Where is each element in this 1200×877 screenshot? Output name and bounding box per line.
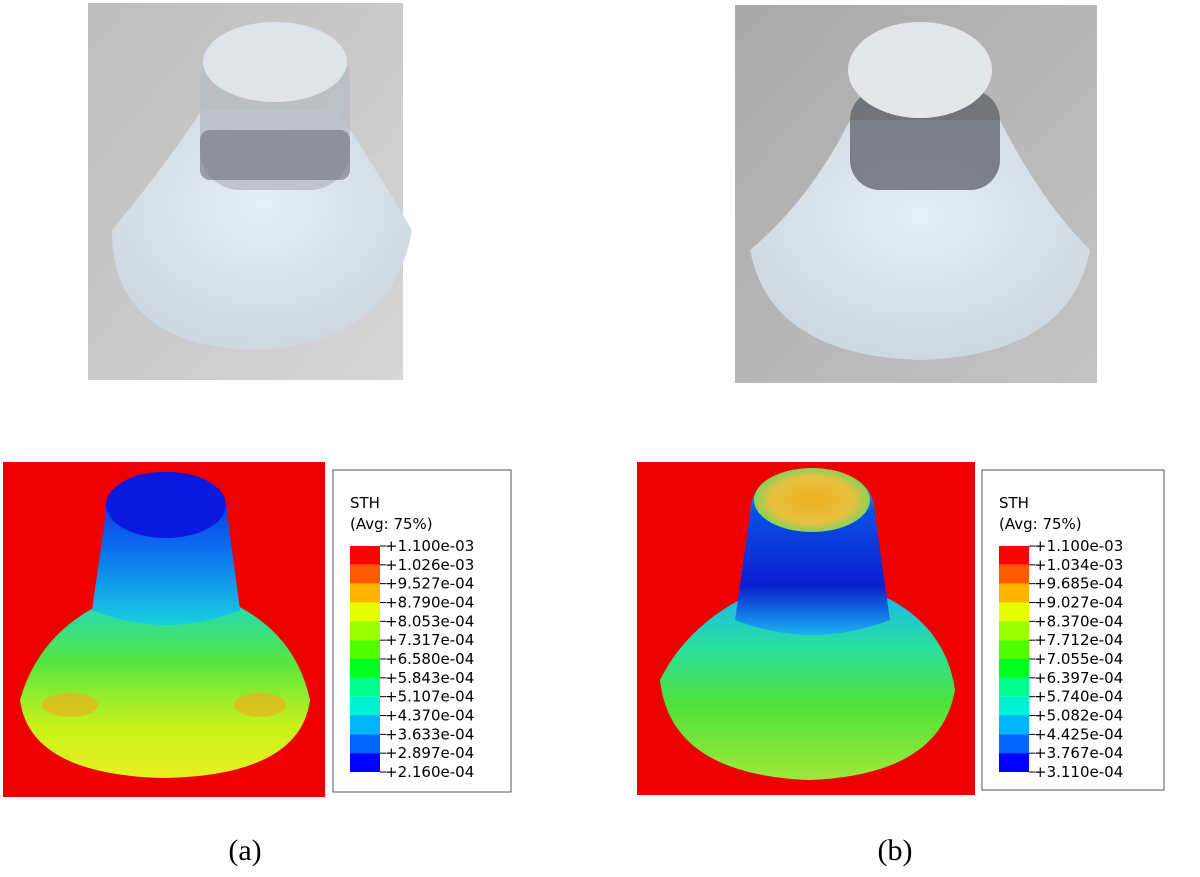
legend-level: +1.100e-03	[1034, 537, 1123, 555]
legend-level: +3.110e-04	[1034, 763, 1123, 781]
legend-swatch	[999, 583, 1029, 603]
legend-level: +3.767e-04	[1034, 744, 1123, 762]
legend-swatch	[350, 621, 380, 641]
legend-level: +8.370e-04	[1034, 612, 1123, 630]
legend-swatch	[350, 734, 380, 754]
legend-swatch	[999, 715, 1029, 735]
legend-level: +5.107e-04	[385, 688, 474, 706]
caption: (a)	[228, 834, 261, 867]
legend-swatch	[999, 621, 1029, 641]
legend-level: +4.425e-04	[1034, 725, 1123, 743]
legend-level: +1.034e-03	[1034, 556, 1123, 574]
legend-swatch	[999, 564, 1029, 584]
contour-plot-a	[3, 462, 325, 797]
legend-swatch	[999, 696, 1029, 716]
legend-swatch	[350, 715, 380, 735]
legend-swatch	[999, 734, 1029, 754]
legend-swatch	[350, 583, 380, 603]
legend-level: +8.790e-04	[385, 594, 474, 612]
legend-level: +5.843e-04	[385, 669, 474, 687]
legend-title: STH	[350, 494, 380, 512]
legend-level: +7.712e-04	[1034, 631, 1123, 649]
legend-swatch	[350, 753, 380, 772]
photo-a	[88, 3, 412, 380]
legends: STH(Avg: 75%)+1.100e-03+1.026e-03+9.527e…	[332, 469, 1165, 793]
legend-swatch	[999, 640, 1029, 659]
legend-swatch	[350, 659, 380, 678]
contour-plot-b	[637, 462, 975, 795]
legend-swatch	[350, 640, 380, 659]
legend-level: +5.740e-04	[1034, 688, 1123, 706]
legend-level: +1.026e-03	[385, 556, 474, 574]
legend-swatch	[350, 696, 380, 716]
legend-level: +6.397e-04	[1034, 669, 1123, 687]
legend-level: +4.370e-04	[385, 707, 474, 725]
legend-swatch	[999, 602, 1029, 622]
legend-title: STH	[999, 494, 1029, 512]
photo-b	[735, 5, 1097, 383]
legend-subtitle: (Avg: 75%)	[350, 515, 433, 533]
legend-swatch	[999, 677, 1029, 697]
legend-level: +3.633e-04	[385, 725, 474, 743]
legend-level: +7.055e-04	[1034, 650, 1123, 668]
legend-level: +9.027e-04	[1034, 594, 1123, 612]
legend-level: +5.082e-04	[1034, 707, 1123, 725]
legend-level: +2.897e-04	[385, 744, 474, 762]
legend-swatch	[350, 546, 380, 565]
legend-swatch	[350, 564, 380, 584]
legend-level: +2.160e-04	[385, 763, 474, 781]
legend-swatch	[350, 602, 380, 622]
legend-level: +9.685e-04	[1034, 575, 1123, 593]
caption: (b)	[878, 834, 913, 867]
legend-swatch	[999, 546, 1029, 565]
legend-level: +8.053e-04	[385, 612, 474, 630]
legend-subtitle: (Avg: 75%)	[999, 515, 1082, 533]
legend-level: +6.580e-04	[385, 650, 474, 668]
legend-swatch	[350, 677, 380, 697]
legend-swatch	[999, 753, 1029, 772]
legend-level: +9.527e-04	[385, 575, 474, 593]
legend-swatch	[999, 659, 1029, 678]
legend-level: +7.317e-04	[385, 631, 474, 649]
legend-level: +1.100e-03	[385, 537, 474, 555]
